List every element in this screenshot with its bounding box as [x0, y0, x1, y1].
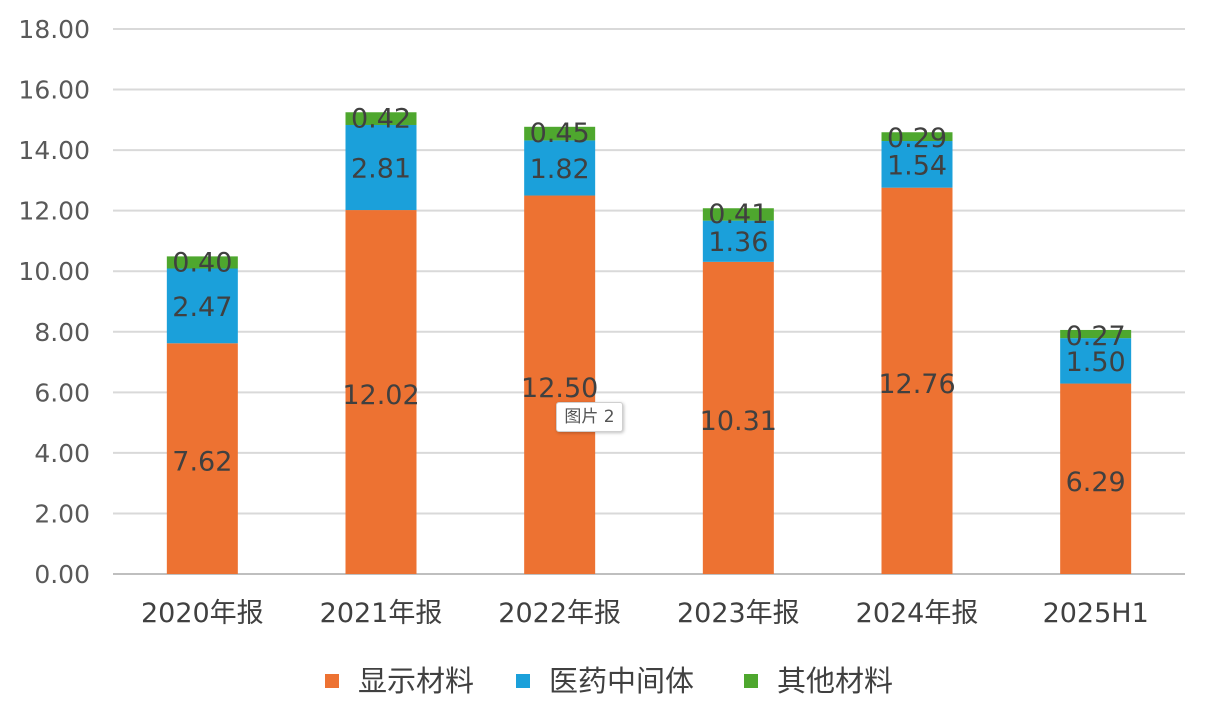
y-tick-label: 10.00 — [18, 257, 90, 286]
y-axis-ticks: 0.00 2.00 4.00 6.00 8.00 10.00 12.00 14.00 16.00… — [18, 15, 90, 589]
data-label: 6.29 — [1066, 467, 1126, 498]
data-label: 12.02 — [342, 380, 419, 411]
bar-segment — [345, 124, 417, 211]
bar-segment — [524, 140, 596, 196]
data-labels: 7.62 2.47 0.40 12.02 2.81 0.42 12.50 1.82 0.45 10… — [172, 103, 1125, 498]
x-tick-label: 2020年报 — [141, 598, 264, 629]
y-tick-label: 6.00 — [34, 378, 90, 407]
y-tick-label: 14.00 — [18, 136, 90, 165]
bars — [166, 112, 1132, 575]
bar-segment — [345, 112, 417, 125]
gridlines — [113, 28, 1185, 575]
bar-segment — [881, 132, 953, 142]
data-label: 1.50 — [1066, 347, 1126, 378]
bar-segment — [881, 187, 953, 574]
y-tick-label: 0.00 — [34, 560, 90, 589]
y-tick-label: 12.00 — [18, 197, 90, 226]
data-label: 2.81 — [351, 154, 411, 185]
bar-segment — [524, 126, 596, 141]
bar-segment — [345, 210, 417, 575]
y-tick-label: 4.00 — [34, 439, 90, 468]
legend: 显示材料 医药中间体 其他材料 — [325, 664, 893, 698]
bar-segment — [702, 208, 774, 221]
bar-segment — [881, 141, 953, 188]
data-label: 12.76 — [878, 369, 955, 400]
legend-label: 显示材料 — [358, 664, 474, 698]
legend-swatch — [516, 674, 530, 688]
data-label: 0.29 — [887, 123, 947, 154]
x-tick-label: 2021年报 — [320, 598, 443, 629]
data-label: 1.54 — [887, 150, 947, 181]
x-axis-ticks: 2020年报 2021年报 2022年报 2023年报 2024年报 2025H1 — [141, 598, 1149, 629]
y-tick-label: 2.00 — [34, 499, 90, 528]
bar-segment — [166, 343, 238, 574]
data-label: 1.82 — [530, 154, 590, 185]
bar-segment — [1060, 329, 1132, 339]
y-tick-label: 18.00 — [18, 15, 90, 44]
legend-swatch — [325, 674, 339, 688]
data-label: 7.62 — [172, 447, 232, 478]
data-label: 0.40 — [172, 247, 232, 278]
data-label: 10.31 — [700, 406, 777, 437]
x-tick-label: 2025H1 — [1043, 598, 1149, 629]
bar-segment — [1060, 383, 1132, 574]
x-tick-label: 2023年报 — [677, 598, 800, 629]
bar-segment — [524, 195, 596, 574]
image-tooltip: 图片 2 — [556, 402, 623, 432]
data-label: 1.36 — [708, 227, 768, 258]
legend-label: 医药中间体 — [549, 664, 694, 698]
data-label: 0.45 — [530, 118, 590, 149]
bar-segment — [166, 256, 238, 269]
data-label: 12.50 — [521, 373, 598, 404]
data-label: 0.27 — [1066, 321, 1126, 352]
bar-segment — [1060, 338, 1132, 384]
x-tick-label: 2022年报 — [498, 598, 621, 629]
data-label: 2.47 — [172, 292, 232, 323]
bar-segment — [166, 268, 238, 344]
bar-segment — [702, 220, 774, 262]
y-tick-label: 16.00 — [18, 76, 90, 105]
data-label: 0.42 — [351, 103, 411, 134]
data-label: 0.41 — [708, 199, 768, 230]
x-tick-label: 2024年报 — [856, 598, 979, 629]
legend-swatch — [744, 674, 758, 688]
legend-label: 其他材料 — [777, 664, 893, 698]
bar-segment — [702, 261, 774, 574]
y-tick-label: 8.00 — [34, 318, 90, 347]
